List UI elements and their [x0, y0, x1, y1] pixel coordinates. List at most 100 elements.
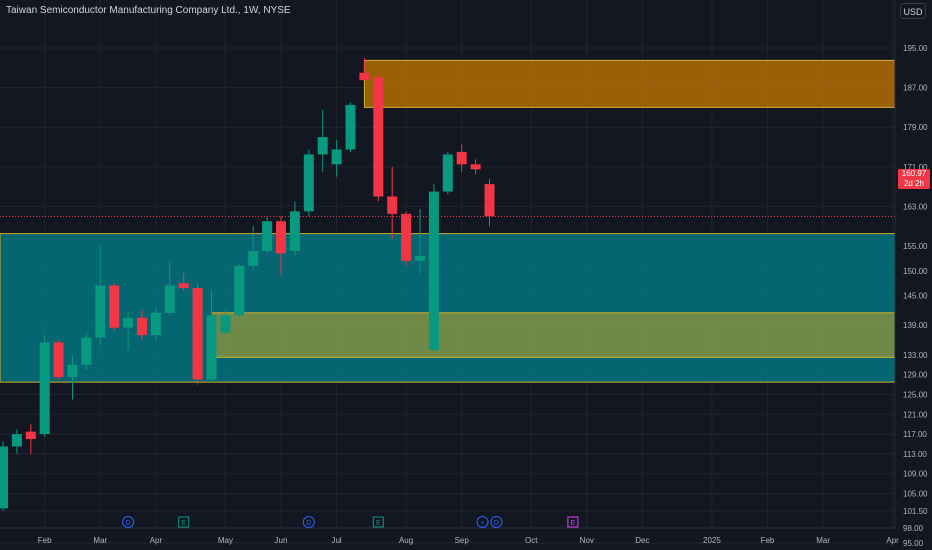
y-tick-label: 109.00 — [903, 470, 928, 479]
x-tick-label: Sep — [455, 536, 470, 545]
candle-body — [276, 221, 286, 254]
candle — [289, 201, 300, 256]
y-tick-label: 129.00 — [903, 371, 928, 380]
candle — [123, 310, 134, 350]
event-marker[interactable]: E — [372, 516, 384, 528]
event-symbol: E — [571, 520, 576, 527]
event-symbol: E — [181, 520, 186, 527]
event-symbol: D — [494, 520, 499, 527]
y-tick-label: 95.00 — [903, 539, 924, 548]
candle — [192, 283, 203, 385]
candle — [220, 310, 231, 336]
event-circle — [490, 516, 503, 528]
x-tick-label: Jul — [331, 536, 341, 545]
candle-body — [53, 342, 64, 378]
event-marker[interactable]: + — [476, 516, 489, 528]
candle — [178, 273, 189, 291]
candle-body — [456, 151, 467, 165]
candle-body — [442, 154, 453, 192]
last-price-label: 160.97 2d 2h — [898, 169, 930, 189]
x-tick-label: 2025 — [703, 536, 721, 545]
x-tick-label: Mar — [816, 536, 830, 545]
currency-button[interactable]: USD — [900, 3, 926, 19]
candle — [234, 263, 245, 318]
candle-body — [164, 285, 175, 313]
candle — [401, 211, 412, 266]
candle-body — [39, 342, 50, 435]
x-tick-label: Nov — [580, 536, 594, 545]
event-marker[interactable]: D — [490, 516, 503, 528]
candle-body — [123, 317, 134, 328]
candle — [262, 216, 273, 254]
event-circle — [476, 516, 489, 528]
candle-body — [109, 285, 120, 328]
candle — [331, 139, 342, 177]
candle — [137, 310, 147, 341]
candle — [150, 307, 161, 341]
y-tick-label: 179.00 — [903, 123, 928, 132]
candle-body — [11, 434, 22, 447]
candle-body — [317, 137, 328, 155]
candle — [39, 335, 50, 437]
y-tick-label: 105.00 — [903, 490, 928, 499]
inner-zone — [211, 312, 896, 358]
event-marker[interactable]: D — [302, 516, 315, 528]
candle — [484, 179, 495, 227]
candle — [11, 429, 22, 454]
x-tick-label: Jun — [275, 536, 288, 545]
candle — [415, 208, 425, 274]
y-tick-label: 145.00 — [903, 292, 928, 301]
candle — [206, 290, 217, 383]
y-tick-label: 155.00 — [903, 242, 928, 251]
candle-body — [401, 213, 412, 261]
price-axis — [895, 0, 932, 550]
y-tick-label: 195.00 — [903, 44, 928, 53]
candle-body — [150, 312, 161, 336]
candle — [456, 144, 467, 172]
y-tick-label: 113.00 — [903, 450, 927, 459]
candle-body — [359, 72, 370, 81]
chart-title: Taiwan Semiconductor Manufacturing Compa… — [6, 5, 291, 16]
candle — [25, 424, 36, 454]
candle — [67, 354, 78, 400]
candle — [109, 283, 120, 331]
candle-body — [234, 265, 245, 316]
y-tick-label: 150.00 — [903, 267, 928, 276]
candle-body — [178, 283, 189, 289]
candle — [442, 151, 453, 195]
candle-body — [470, 164, 481, 170]
candle — [345, 102, 356, 152]
supply-zone — [363, 59, 896, 108]
candle — [373, 75, 384, 202]
y-tick-label: 117.00 — [903, 430, 927, 439]
candle — [387, 166, 398, 239]
candle — [470, 159, 481, 175]
event-box — [178, 516, 190, 528]
event-box — [372, 516, 384, 528]
event-marker[interactable]: E — [178, 516, 190, 528]
event-circle — [122, 516, 135, 528]
x-tick-label: Oct — [525, 536, 538, 545]
candle-body — [95, 285, 106, 338]
x-tick-label: Apr — [886, 536, 899, 545]
event-marker[interactable]: E — [567, 516, 579, 528]
y-tick-label: 125.00 — [903, 391, 928, 400]
candle-body — [373, 77, 384, 197]
candle-body — [206, 315, 217, 380]
y-tick-label: 98.00 — [903, 524, 924, 533]
candle-body — [137, 317, 147, 336]
event-symbol: + — [481, 520, 485, 527]
event-symbol: E — [376, 520, 381, 527]
y-tick-label: 187.00 — [903, 84, 928, 93]
y-tick-label: 121.00 — [903, 410, 928, 419]
candle — [276, 216, 286, 276]
candle-body — [262, 221, 273, 251]
candle-body — [331, 149, 342, 165]
candle — [303, 149, 314, 217]
event-marker[interactable]: D — [122, 516, 135, 528]
y-tick-label: 133.00 — [903, 351, 928, 360]
event-box — [567, 516, 579, 528]
candle-body — [387, 196, 398, 214]
candle — [248, 226, 259, 271]
